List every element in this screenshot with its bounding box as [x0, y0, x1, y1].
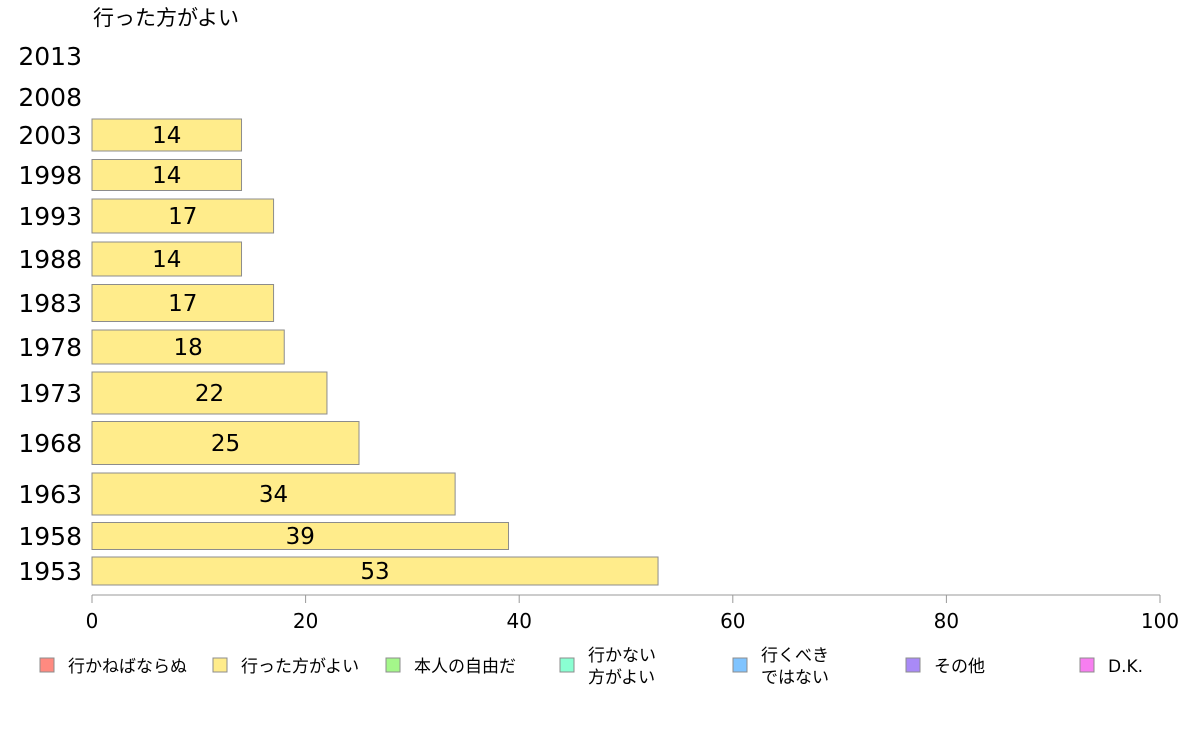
y-tick-label: 1978 [18, 333, 82, 362]
legend-item: その他 [905, 657, 985, 677]
legend-swatch [1079, 657, 1095, 673]
y-tick-label: 1963 [18, 480, 82, 509]
legend-label: ではない [761, 668, 829, 688]
bar [91, 556, 659, 586]
x-tick-label: 40 [506, 609, 531, 633]
legend-swatch [732, 657, 748, 673]
y-tick-label: 1988 [18, 245, 82, 274]
legend-swatch [559, 657, 575, 673]
y-tick-label: 1973 [18, 379, 82, 408]
bar [91, 159, 243, 191]
y-tick-label: 1983 [18, 289, 82, 318]
legend-swatch [905, 657, 921, 673]
data-label: 17 [168, 204, 197, 230]
legend-label: 行かない [588, 646, 656, 666]
legend-label: D.K. [1108, 657, 1143, 677]
x-tick-label: 0 [86, 609, 99, 633]
legend-label: 本人の自由だ [414, 657, 516, 677]
bar [91, 118, 243, 152]
y-tick-label: 2013 [18, 42, 82, 71]
data-label: 25 [211, 431, 240, 457]
legend-swatch [212, 657, 228, 673]
x-tick-label: 20 [293, 609, 318, 633]
legend-item: 本人の自由だ [385, 657, 516, 677]
y-tick-label: 1958 [18, 522, 82, 551]
y-tick-label: 2003 [18, 121, 82, 150]
data-label: 34 [259, 482, 288, 508]
x-tick-label: 80 [934, 609, 959, 633]
data-label: 18 [173, 335, 202, 361]
legend-label: 行った方がよい [241, 657, 359, 677]
y-tick-label: 1968 [18, 429, 82, 458]
data-label: 14 [152, 123, 181, 149]
bars-layer: 2013 2008 2003 14 1998 14 1993 17 1988 14 1983 17 19… [18, 42, 659, 586]
bar [91, 421, 360, 465]
bar [91, 522, 510, 550]
legend-label: その他 [934, 657, 985, 677]
legend-swatch [385, 657, 401, 673]
data-label: 17 [168, 291, 197, 317]
data-label: 22 [195, 381, 224, 407]
data-label: 39 [286, 524, 315, 550]
x-axis: 0 20 40 60 80 100 [86, 594, 1179, 633]
bar [91, 284, 275, 322]
legend-item: 行かねばならぬ [39, 657, 187, 677]
legend-label: 方がよい [588, 668, 655, 688]
y-tick-label: 1993 [18, 202, 82, 231]
y-tick-label: 1953 [18, 557, 82, 586]
y-tick-label: 1998 [18, 161, 82, 190]
data-label: 14 [152, 247, 181, 273]
bar [91, 198, 275, 234]
x-tick-label: 60 [720, 609, 745, 633]
x-tick-label: 100 [1141, 609, 1179, 633]
y-tick-label: 2008 [18, 83, 82, 112]
bar [91, 329, 285, 365]
legend-item: D.K. [1079, 657, 1143, 677]
legend-label: 行かねばならぬ [68, 657, 187, 677]
data-label: 14 [152, 163, 181, 189]
chart-title: 行った方がよい [93, 6, 239, 30]
legend-item: 行った方がよい [212, 657, 359, 677]
legend-label: 行くべき [761, 646, 829, 666]
bar [91, 241, 243, 277]
bar [91, 371, 328, 415]
legend-swatch [39, 657, 55, 673]
bar [91, 472, 456, 516]
data-label: 53 [360, 559, 389, 585]
